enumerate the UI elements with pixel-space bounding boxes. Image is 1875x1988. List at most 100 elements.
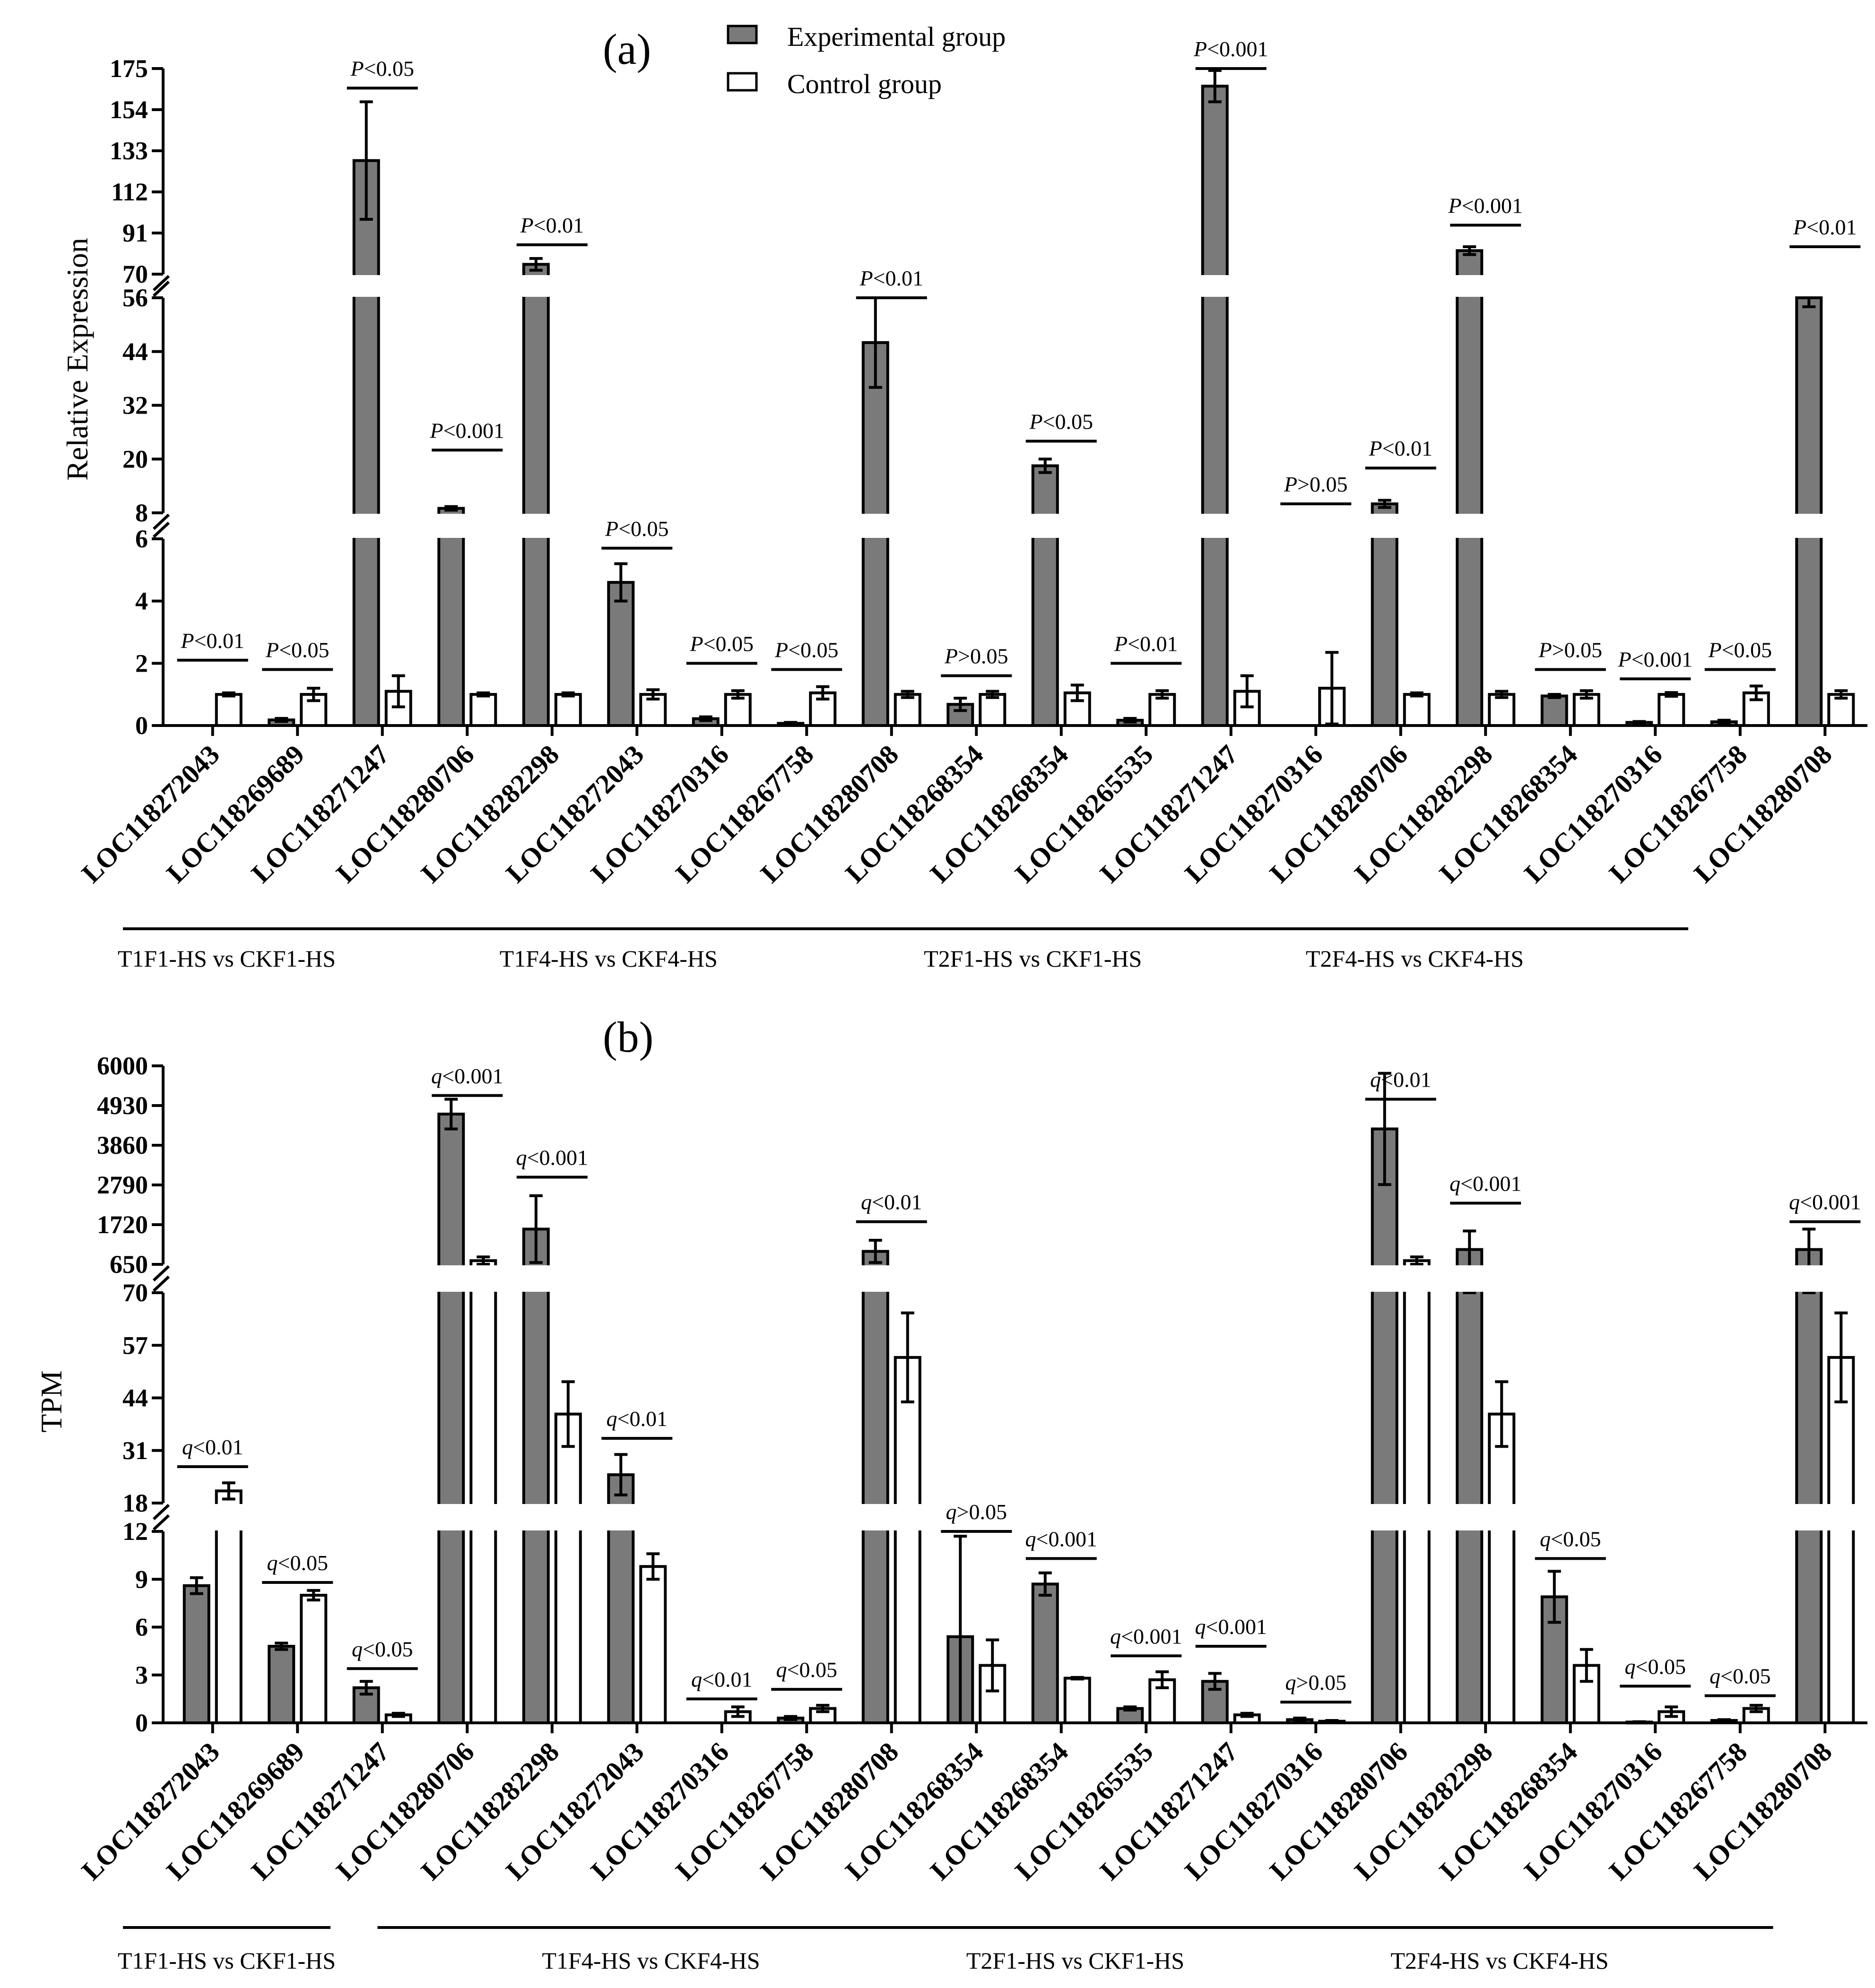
panel-b-axis-break <box>152 1514 170 1531</box>
bar-experimental <box>1456 249 1484 727</box>
significance-symbol: q <box>1195 1615 1206 1639</box>
significance-symbol: q <box>776 1658 787 1682</box>
significance-symbol: P <box>265 638 279 662</box>
significance-symbol: P <box>1793 215 1806 239</box>
panel-b-y-tick-label: 650 <box>110 1250 148 1279</box>
significance-value: <0.01 <box>1128 631 1178 656</box>
significance-symbol: q <box>1025 1527 1036 1551</box>
significance-label: q<0.01 <box>861 1190 922 1214</box>
significance-value: <0.05 <box>1636 1654 1686 1678</box>
bar-experimental <box>946 703 974 727</box>
significance-symbol: q <box>352 1637 363 1661</box>
significance-label: q<0.05 <box>1710 1664 1771 1688</box>
significance-value: <0.05 <box>703 631 754 656</box>
significance-symbol: P <box>1708 638 1721 662</box>
panel-b-y-tick-label: 2790 <box>97 1171 148 1199</box>
panel-b-y-tick-label: 12 <box>122 1517 148 1546</box>
legend-swatch-control <box>727 72 758 92</box>
significance-symbol: q <box>1625 1654 1636 1678</box>
significance-symbol: q <box>1789 1190 1800 1214</box>
significance-symbol: P <box>859 266 873 290</box>
significance-symbol: P <box>944 644 958 668</box>
bar-experimental <box>1540 694 1568 727</box>
significance-symbol: P <box>350 56 364 80</box>
group-label: T1F1-HS vs CKF1-HS <box>118 1947 336 1974</box>
significance-symbol: P <box>1538 638 1552 662</box>
significance-symbol: q <box>1540 1527 1551 1551</box>
bar-experimental <box>437 1113 465 1725</box>
panel-b-axis-break <box>152 1265 170 1282</box>
bar-break-gap <box>469 1504 498 1530</box>
significance-value: >0.05 <box>957 1500 1007 1524</box>
significance-label: P<0.05 <box>605 517 669 541</box>
significance-label: P<0.05 <box>1708 638 1772 662</box>
bar-control <box>215 693 243 727</box>
bar-control <box>469 1259 497 1724</box>
bar-break-gap <box>437 1504 466 1530</box>
panel-b-y-tick-label: 6000 <box>97 1052 148 1080</box>
bar-break-gap <box>521 1265 550 1292</box>
significance-value: <0.001 <box>442 1064 503 1088</box>
significance-label: q<0.05 <box>1625 1654 1686 1678</box>
significance-label: q<0.05 <box>1540 1527 1601 1551</box>
significance-label: P>0.05 <box>944 644 1008 668</box>
significance-value: <0.05 <box>279 638 329 662</box>
significance-value: <0.05 <box>618 517 668 541</box>
significance-symbol: P <box>1284 472 1297 496</box>
significance-value: <0.05 <box>1551 1527 1601 1551</box>
bar-control <box>554 693 582 727</box>
panel-a-y-tick-label: 112 <box>111 178 148 206</box>
significance-symbol: q <box>607 1407 617 1431</box>
bar-break-gap <box>607 1504 635 1530</box>
bar-break-gap <box>861 1265 890 1292</box>
panel-b-y-tick-label: 3 <box>135 1661 148 1689</box>
panel-a-axis-break <box>152 275 170 292</box>
significance-label: P>0.05 <box>1538 638 1602 662</box>
group-label: T2F4-HS vs CKF4-HS <box>1390 1947 1608 1974</box>
significance-value: <0.001 <box>1121 1624 1182 1648</box>
significance-label: P<0.05 <box>265 638 330 662</box>
panel-a-y-tick-label: 91 <box>122 219 148 247</box>
panel-b-y-tick-label: 70 <box>122 1279 148 1307</box>
significance-label: P<0.001 <box>1193 37 1268 61</box>
significance-symbol: q <box>1285 1670 1296 1694</box>
bar-break-gap <box>861 1504 890 1530</box>
legend: Experimental group Control group <box>727 21 1006 99</box>
significance-label: P<0.01 <box>180 629 244 653</box>
significance-value: <0.01 <box>872 1190 922 1214</box>
panel-a-y-tick-label: 4 <box>135 587 148 615</box>
significance-symbol: P <box>1193 37 1207 61</box>
panel-b-y-tick-label: 31 <box>122 1436 148 1465</box>
significance-symbol: q <box>267 1551 278 1575</box>
significance-value: <0.01 <box>1806 215 1857 239</box>
significance-label: P<0.05 <box>350 56 414 80</box>
panel-b-y-tick-label: 1720 <box>97 1210 148 1239</box>
bar-break-gap <box>554 1504 582 1530</box>
significance-value: <0.001 <box>1460 1171 1521 1195</box>
panel-a-y-tick-label: 2 <box>135 649 148 677</box>
bar-experimental <box>1031 464 1059 727</box>
significance-label: P<0.001 <box>1448 193 1523 217</box>
significance-label: q<0.05 <box>352 1637 413 1661</box>
group-label: T2F4-HS vs CKF4-HS <box>1306 945 1524 972</box>
panel-a-y-tick-label: 154 <box>110 95 148 124</box>
panel-a-y-tick-label: 6 <box>135 525 148 553</box>
significance-value: >0.05 <box>1296 1670 1346 1694</box>
significance-value: <0.001 <box>1206 1615 1267 1639</box>
significance-symbol: q <box>1450 1171 1460 1195</box>
significance-label: P<0.01 <box>1368 436 1432 460</box>
bar-control <box>1063 1677 1091 1724</box>
bar-experimental <box>522 1227 550 1725</box>
significance-value: <0.05 <box>364 56 414 80</box>
bar-break-gap <box>1795 1265 1823 1292</box>
panel-a-y-tick-label: 56 <box>122 284 148 312</box>
significance-label: P<0.05 <box>774 638 839 662</box>
bar-control <box>1403 693 1431 727</box>
significance-value: <0.05 <box>787 1658 837 1682</box>
significance-label: P<0.01 <box>520 213 584 237</box>
bar-break-gap <box>437 1265 466 1292</box>
significance-value: <0.05 <box>278 1551 328 1575</box>
significance-label: P<0.01 <box>859 266 923 290</box>
bar-experimental <box>522 263 550 727</box>
